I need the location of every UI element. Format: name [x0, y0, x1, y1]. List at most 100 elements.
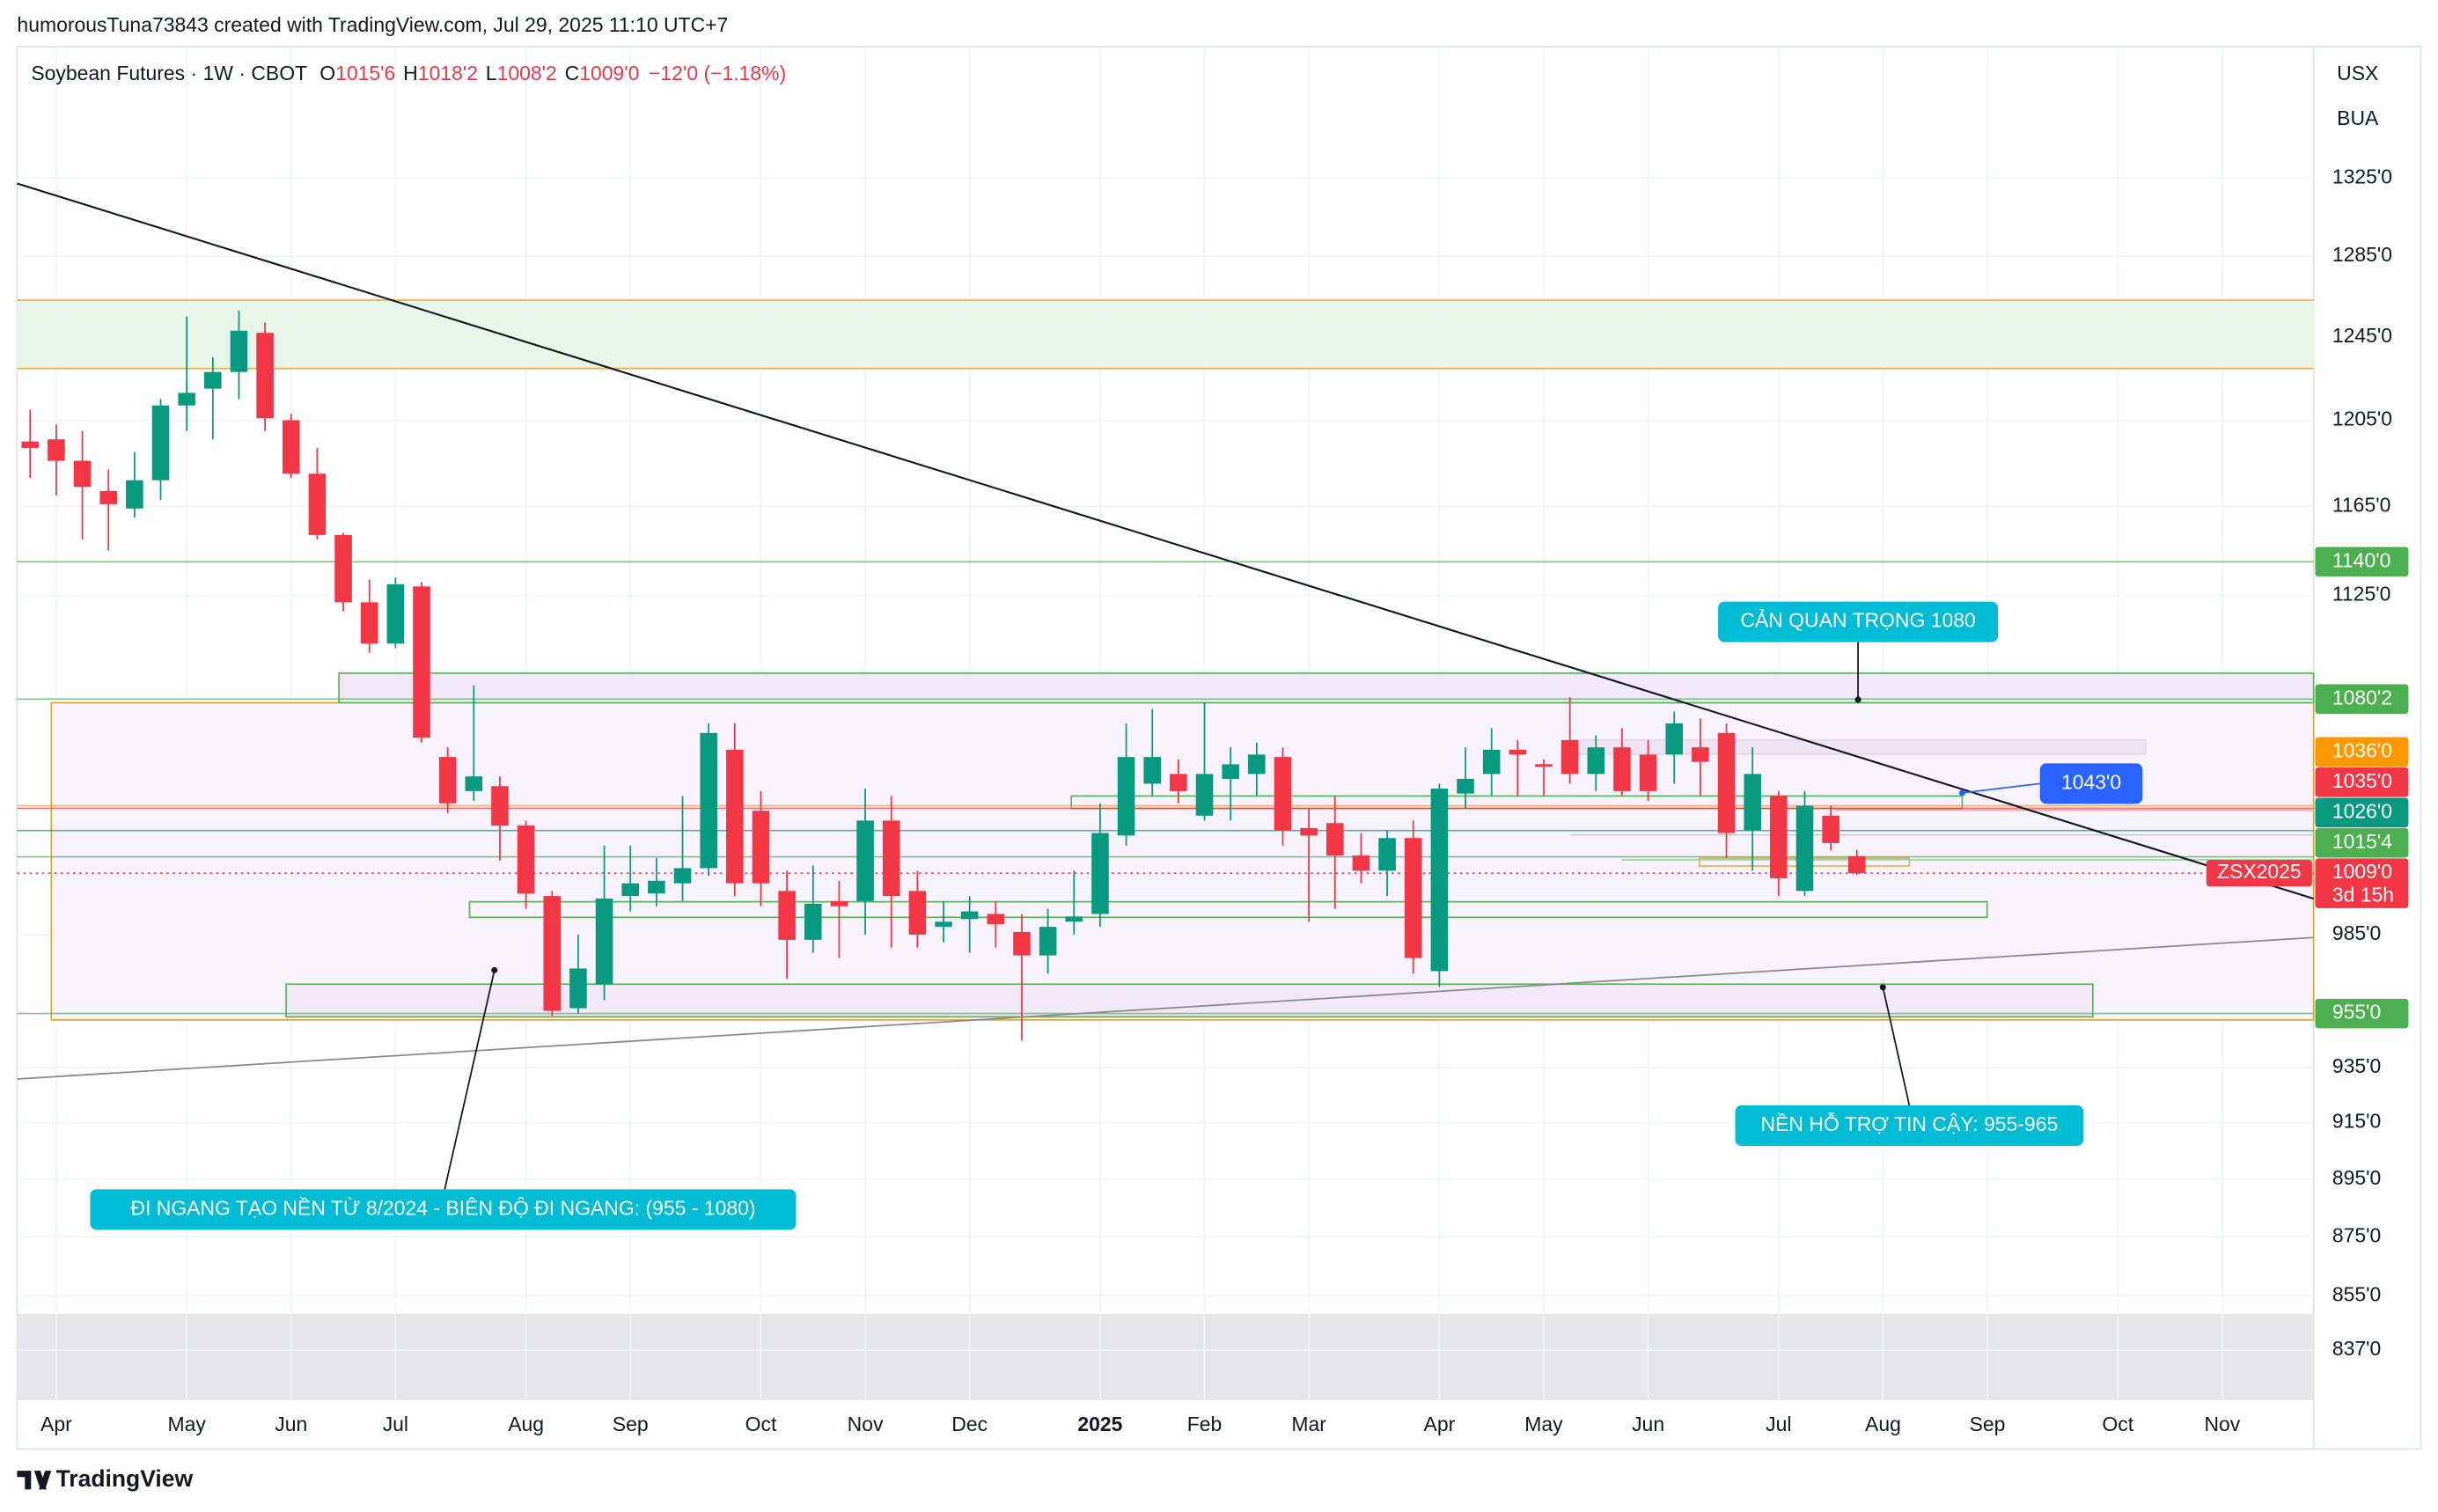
x-tick-label: Sep [613, 1413, 649, 1435]
candle-body [1274, 757, 1292, 831]
price-badge-label: 1015'4 [2332, 830, 2392, 853]
candle-body [465, 776, 483, 791]
change: −12'0 (−1.18%) [649, 62, 786, 84]
zone-box [1569, 739, 2147, 755]
x-tick-label: Oct [745, 1413, 777, 1435]
footer: TradingView [56, 1465, 194, 1492]
y-tick-label: 1245'0 [2332, 324, 2392, 347]
candle-body [569, 968, 587, 1009]
y-tick-label: 895'0 [2332, 1166, 2381, 1189]
x-tick-label: May [167, 1413, 206, 1435]
symbol-badge [2206, 860, 2312, 887]
y-tick-label: 875'0 [2332, 1223, 2381, 1246]
x-tick-label: Apr [1424, 1413, 1456, 1435]
candle-body [700, 732, 717, 869]
y-tick-label: 1205'0 [2332, 407, 2392, 430]
callout-pointer [1962, 782, 2040, 794]
price-badge [2315, 737, 2409, 767]
y-tick-label: 855'0 [2332, 1282, 2381, 1305]
callout-dot [1879, 984, 1886, 991]
candle-body [438, 757, 457, 804]
candle-body [726, 749, 744, 884]
x-tick-label: Jun [275, 1413, 307, 1435]
unit: BUA [2337, 106, 2379, 129]
candle-body [804, 903, 822, 940]
candle-body [1692, 747, 1709, 762]
candle-body [1143, 757, 1162, 784]
candle-body [1482, 749, 1501, 774]
candle-body [1325, 823, 1344, 856]
candle-body [517, 826, 535, 894]
candle-body [1248, 754, 1266, 774]
price-badge-label: 1009'0 [2332, 860, 2392, 883]
candle-body [1744, 774, 1761, 831]
candle-body [1430, 789, 1449, 972]
candle-body [1822, 815, 1840, 843]
candle-body [230, 330, 248, 372]
currency: USX [2337, 62, 2378, 84]
drawings [17, 299, 2315, 1021]
x-tick-label: Apr [40, 1413, 72, 1435]
y-tick-label: 837'0 [2332, 1337, 2381, 1360]
support-box [285, 983, 2094, 1018]
y-tick-label: 915'0 [2332, 1110, 2381, 1133]
candle-body [935, 921, 952, 928]
x-tick-label: Sep [1970, 1413, 2006, 1435]
candle-body [621, 883, 640, 897]
candle-body [1848, 855, 1866, 874]
candle-body [308, 473, 327, 535]
candle-body [1013, 931, 1031, 956]
callout-dot [491, 966, 498, 973]
candle-body [178, 393, 195, 406]
x-tick-label: 2025 [1077, 1413, 1122, 1435]
candle-body [1404, 838, 1422, 958]
candle-body [1457, 778, 1474, 794]
candle-body [151, 405, 170, 481]
level-lines [17, 561, 2314, 1015]
candle-body [1665, 723, 1684, 755]
trendline [17, 936, 2314, 1080]
legend: Soybean Futures · 1W · CBOT O1015'6 H1018'… [31, 62, 786, 84]
ohlc-key: H [403, 62, 418, 84]
candle-body [360, 602, 378, 644]
candle-body [1117, 757, 1135, 836]
chart-frame [16, 46, 2422, 1450]
candle-body [1091, 833, 1109, 914]
candle-body [413, 586, 430, 738]
price-badge [2315, 797, 2409, 828]
candle-body [1509, 749, 1527, 755]
x-tick-label: Jul [383, 1413, 408, 1435]
candle-body [1222, 764, 1239, 779]
price-badge [2315, 858, 2409, 908]
x-tick-label: Nov [848, 1413, 884, 1435]
x-tick-label: Aug [1865, 1413, 1901, 1435]
y-tick-label: 985'0 [2332, 921, 2381, 944]
candle-body [386, 584, 405, 644]
x-tick-label: Jun [1632, 1413, 1664, 1435]
candle-body [491, 786, 509, 826]
x-tick-label: Jul [1766, 1413, 1791, 1435]
price-badge [2315, 684, 2409, 715]
candle-body [204, 371, 222, 389]
y-tick-label: 1125'0 [2332, 583, 2391, 606]
candle-body [830, 900, 848, 906]
ohlc-value: 1015'6 [335, 62, 395, 84]
candle-body [752, 811, 770, 884]
y-tick-label: 1325'0 [2332, 165, 2392, 187]
candle-body [1170, 774, 1187, 791]
x-tick-label: Dec [951, 1413, 988, 1435]
candle-body [99, 490, 117, 504]
price-badge-label: 1080'2 [2332, 686, 2392, 708]
callout-box [90, 1189, 797, 1230]
price-label-text: 1043'0 [2061, 770, 2121, 793]
candle-body [1065, 916, 1083, 922]
candle-body [1300, 827, 1318, 836]
price-badge-label: 955'0 [2332, 1001, 2381, 1024]
ohlc-key: O [319, 62, 335, 84]
candle-body [1587, 747, 1605, 774]
candle-body [882, 820, 900, 897]
price-badge [2315, 767, 2409, 797]
ohlc-key: L [486, 62, 497, 84]
x-tick-label: Oct [2102, 1413, 2133, 1435]
candle-body [256, 333, 274, 419]
